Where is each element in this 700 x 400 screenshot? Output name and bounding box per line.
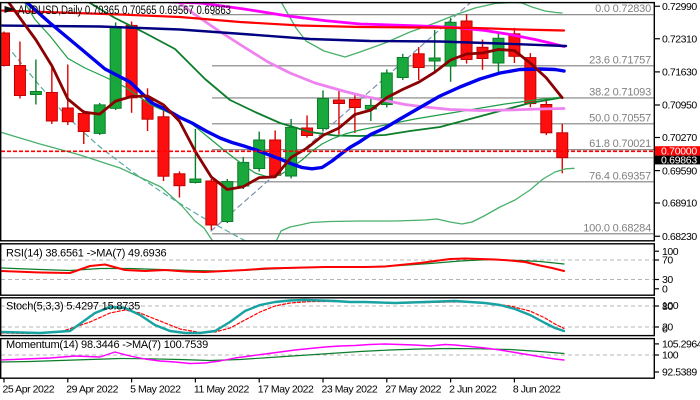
svg-text:0.68230: 0.68230: [662, 231, 697, 243]
svg-text:0.71630: 0.71630: [662, 67, 697, 79]
svg-text:30: 30: [662, 274, 673, 286]
svg-text:27 May 2022: 27 May 2022: [385, 384, 441, 396]
svg-text:RSI(14) 38.6561 ->MA(7) 49.69: RSI(14) 38.6561 ->MA(7) 49.6936: [6, 248, 167, 260]
svg-text:50.0 0.70557: 50.0 0.70557: [589, 112, 651, 124]
svg-text:23 May 2022: 23 May 2022: [322, 384, 378, 396]
svg-text:0.0 0.72830: 0.0 0.72830: [595, 3, 651, 15]
svg-text:100: 100: [662, 350, 679, 362]
svg-text:0.68910: 0.68910: [662, 198, 697, 210]
svg-text:AUDUSD,Daily 0.70365 0.70565: AUDUSD,Daily 0.70365 0.70565 0.69567 0.6…: [18, 5, 231, 17]
svg-text:0.70000: 0.70000: [661, 146, 697, 158]
svg-text:25 Apr 2022: 25 Apr 2022: [3, 384, 55, 396]
svg-text:29 Apr 2022: 29 Apr 2022: [66, 384, 118, 396]
svg-text:0.70270: 0.70270: [662, 132, 697, 144]
svg-text:100: 100: [662, 300, 679, 312]
svg-text:100.0 0.68284: 100.0 0.68284: [583, 222, 651, 234]
svg-text:80: 80: [662, 301, 673, 313]
svg-text:0.72990: 0.72990: [662, 1, 697, 13]
svg-text:105.2964: 105.2964: [662, 339, 700, 351]
svg-text:17 May 2022: 17 May 2022: [258, 384, 314, 396]
svg-text:38.2 0.71093: 38.2 0.71093: [589, 86, 651, 98]
svg-text:61.8 0.70021: 61.8 0.70021: [589, 138, 651, 150]
svg-text:0.72310: 0.72310: [662, 34, 697, 46]
svg-text:Momentum(14) 98.3446 ->MA(7): Momentum(14) 98.3446 ->MA(7) 100.7539: [6, 339, 208, 351]
svg-text:76.4 0.69357: 76.4 0.69357: [589, 170, 651, 182]
svg-text:0.69863: 0.69863: [661, 154, 697, 166]
svg-text:2 Jun 2022: 2 Jun 2022: [449, 384, 497, 396]
svg-text:8 Jun 2022: 8 Jun 2022: [513, 384, 561, 396]
svg-text:70: 70: [662, 255, 673, 267]
svg-text:5 May 2022: 5 May 2022: [130, 384, 181, 396]
svg-text:23.6 0.71757: 23.6 0.71757: [589, 54, 651, 66]
svg-text:Stoch(5,3,3) 5.4297 15.8735: Stoch(5,3,3) 5.4297 15.8735: [6, 301, 140, 313]
svg-text:100: 100: [662, 246, 679, 258]
svg-text:0.69590: 0.69590: [662, 165, 697, 177]
svg-text:0.70950: 0.70950: [662, 100, 697, 112]
svg-text:0: 0: [662, 323, 668, 335]
svg-text:0: 0: [662, 284, 668, 296]
svg-text:20: 20: [662, 322, 673, 334]
svg-text:92.5389: 92.5389: [662, 367, 697, 379]
svg-text:11 May 2022: 11 May 2022: [194, 384, 250, 396]
